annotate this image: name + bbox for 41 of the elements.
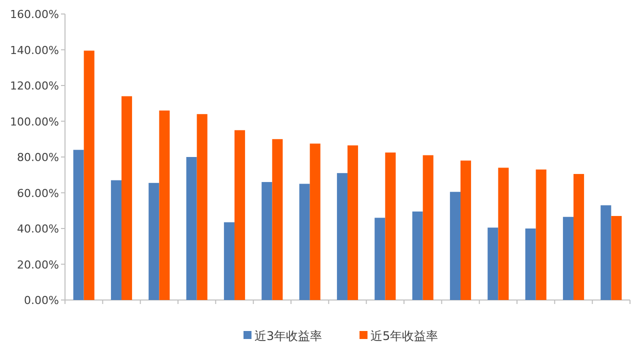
legend-label: 近3年收益率 (254, 329, 322, 343)
bar (525, 228, 536, 300)
y-tick-label: 160.00% (10, 8, 59, 21)
bar (374, 218, 386, 300)
bar (148, 182, 160, 300)
y-tick-label: 80.00% (17, 151, 59, 164)
bar (336, 173, 348, 300)
bar (234, 130, 246, 300)
y-tick-label: 60.00% (17, 186, 59, 200)
bar (611, 216, 622, 300)
bar (186, 157, 197, 300)
bar (272, 139, 283, 300)
y-tick-label: 20.00% (17, 258, 59, 272)
bar (422, 155, 434, 300)
bar (122, 96, 132, 300)
bar (488, 228, 498, 300)
bar (450, 192, 460, 300)
bar (110, 180, 122, 300)
bar (262, 182, 272, 300)
bar (73, 150, 84, 300)
bar (562, 216, 574, 300)
y-tick-label: 140.00% (10, 44, 59, 57)
bar (498, 168, 509, 300)
y-tick-label: 0.00% (24, 294, 59, 307)
bar (460, 160, 472, 300)
bar (600, 205, 612, 300)
y-tick-label: 40.00% (17, 222, 59, 236)
legend-label: 近5年收益率 (370, 329, 438, 343)
bar (385, 152, 396, 300)
y-tick-label: 120.00% (10, 80, 59, 92)
bar (196, 114, 208, 300)
bar (348, 145, 358, 300)
bar (310, 144, 320, 300)
bar (574, 174, 584, 300)
bar (159, 110, 170, 300)
y-tick-label: 100.00% (10, 115, 59, 128)
bar (224, 222, 234, 300)
bar (412, 212, 423, 300)
bar (536, 170, 546, 300)
bar (299, 184, 310, 300)
bar (84, 50, 94, 300)
